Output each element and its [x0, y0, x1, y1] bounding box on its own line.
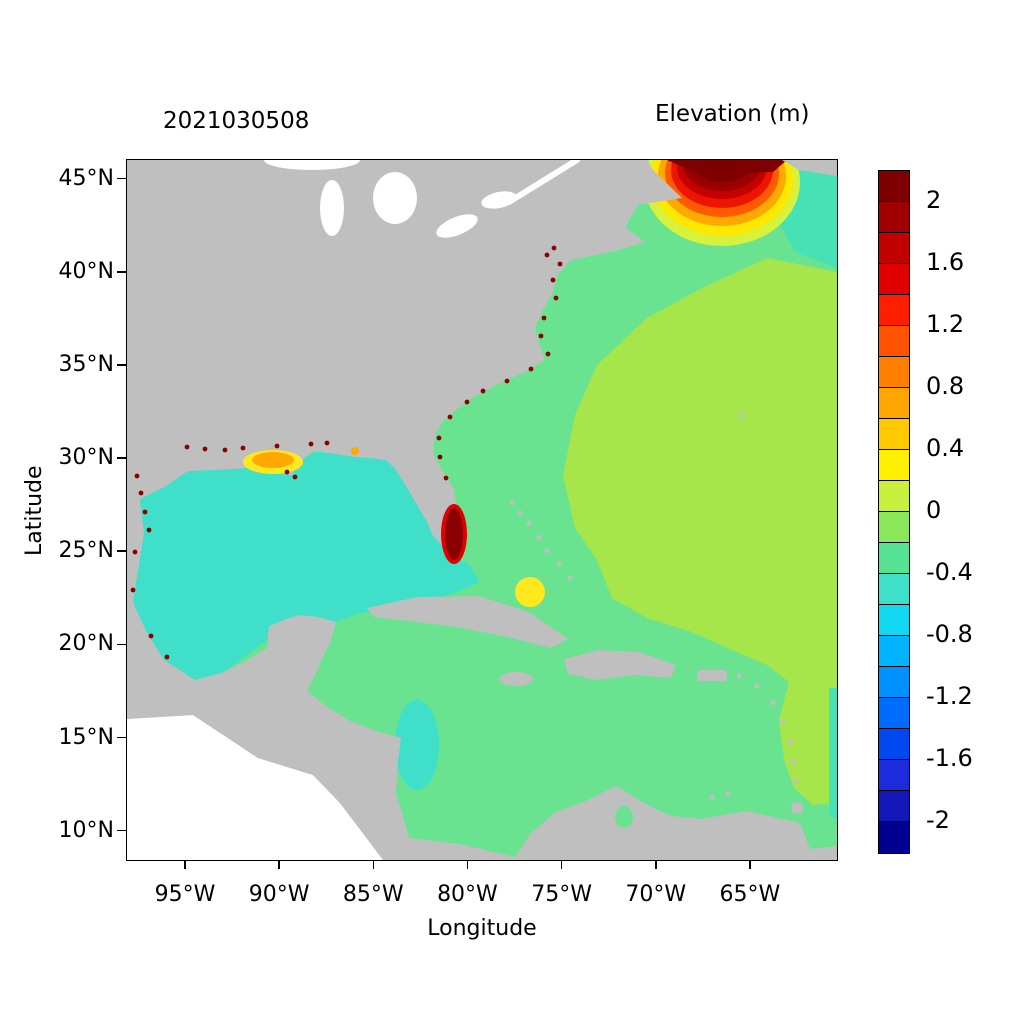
colorbar-label: -0.4: [926, 558, 973, 586]
cuba-island: [367, 596, 568, 648]
x-tick-mark: [749, 861, 751, 869]
x-tick-label: 75°W: [531, 882, 592, 907]
colorbar-cell: [879, 698, 909, 729]
y-tick-label: 35°N: [58, 351, 114, 377]
lesser-antilles-islands: [709, 673, 803, 814]
lake-maracaibo: [615, 806, 633, 828]
coastal-surge-specks: [130, 245, 563, 660]
colorbar-cell: [879, 791, 909, 822]
colorbar-cell: [879, 822, 909, 853]
y-tick-label: 45°N: [58, 165, 114, 191]
puerto-rico-island: [697, 670, 727, 681]
great-lakes: [264, 160, 517, 238]
y-tick-mark: [117, 177, 126, 180]
colorbar-label: -1.6: [926, 744, 973, 772]
colorbar-cell: [879, 171, 909, 202]
gulf-of-mexico-water: [127, 447, 479, 681]
y-tick-label: 40°N: [58, 258, 114, 284]
lake-michigan: [320, 180, 344, 236]
x-tick-mark: [184, 861, 186, 869]
x-tick-label: 95°W: [154, 882, 216, 907]
colorbar-cell: [879, 543, 909, 574]
colorbar-cell: [879, 760, 909, 791]
florida-dark-red-spot: [445, 508, 463, 560]
colorbar-cell: [879, 357, 909, 388]
y-tick-label: 15°N: [58, 724, 114, 750]
colorbar-cell: [879, 574, 909, 605]
x-tick-mark: [560, 861, 563, 869]
apalachicola-orange-spot: [351, 447, 359, 455]
colorbar-label: 1.2: [926, 310, 965, 338]
y-tick-mark: [117, 364, 126, 366]
colorbar-cell: [879, 233, 909, 264]
colorbar-cell: [879, 667, 909, 698]
turks-caicos-yellow-patch: [515, 577, 545, 607]
colorbar-label: 0: [926, 496, 942, 524]
right-edge-turquoise-strip: [829, 688, 837, 820]
y-tick-label: 25°N: [58, 538, 114, 564]
timestamp-title: 2021030508: [163, 108, 310, 134]
colorbar-cell: [879, 481, 909, 512]
y-tick-mark: [117, 457, 126, 459]
y-tick-label: 30°N: [58, 445, 114, 471]
hotspot-top-strip: [667, 160, 787, 174]
colorbar-label: 0.4: [926, 434, 965, 462]
y-tick-mark: [117, 550, 126, 552]
colorbar-label: -1.2: [926, 682, 973, 710]
y-tick-mark: [117, 736, 126, 739]
lake-superior: [264, 160, 360, 170]
colorbar-cell: [879, 450, 909, 481]
colorbar-cell: [879, 295, 909, 326]
surge-hotspot: [644, 160, 800, 246]
x-tick-label: 80°W: [437, 882, 498, 907]
nova-scotia-corner-land: [782, 160, 837, 176]
y-tick-mark: [117, 643, 126, 646]
colorbar-cell: [879, 605, 909, 636]
y-tick-mark: [117, 829, 126, 832]
islands: [367, 412, 803, 814]
colorbar-label: 0.8: [926, 372, 965, 400]
bermuda-island: [739, 412, 745, 418]
x-tick-mark: [655, 861, 657, 869]
nicaragua-coast-turquoise: [395, 700, 439, 790]
colorbar-cell: [879, 264, 909, 295]
louisiana-orange-patch: [252, 452, 294, 468]
jamaica-island: [499, 672, 533, 686]
colorbar-cell: [879, 636, 909, 667]
x-tick-mark: [466, 861, 469, 869]
bahamas-islands: [509, 499, 573, 581]
x-tick-label: 90°W: [248, 882, 310, 907]
colorbar-cell: [879, 202, 909, 233]
colorbar-label: -0.8: [926, 620, 973, 648]
hispaniola-island: [564, 650, 676, 680]
x-tick-label: 65°W: [719, 882, 781, 907]
north-central-america-land: [127, 160, 837, 860]
colorbar-cell: [879, 388, 909, 419]
colorbar-label: -2: [926, 806, 950, 834]
x-axis-label: Longitude: [427, 916, 537, 941]
lake-erie: [436, 214, 478, 238]
st-lawrence-river: [506, 160, 580, 205]
colorbar-cell: [879, 512, 909, 543]
y-tick-label: 20°N: [58, 631, 114, 657]
colorbar-cell: [879, 326, 909, 357]
lake-huron: [373, 172, 417, 224]
x-tick-mark: [278, 861, 280, 869]
colorbar-label: 2: [926, 186, 942, 214]
y-tick-mark: [117, 271, 126, 273]
x-tick-label: 70°W: [625, 882, 687, 907]
colorbar-cell: [879, 729, 909, 760]
elevation-map: [127, 160, 837, 860]
colorbar-label: 1.6: [926, 248, 965, 276]
x-tick-label: 85°W: [342, 882, 404, 907]
atlantic-offshore-water: [563, 258, 837, 805]
colorbar: [878, 170, 910, 854]
map-plot-area: [126, 159, 838, 861]
colorbar-cell: [879, 419, 909, 450]
x-tick-mark: [372, 861, 375, 869]
colorbar-title: Elevation (m): [655, 101, 810, 127]
y-tick-label: 10°N: [58, 817, 114, 843]
